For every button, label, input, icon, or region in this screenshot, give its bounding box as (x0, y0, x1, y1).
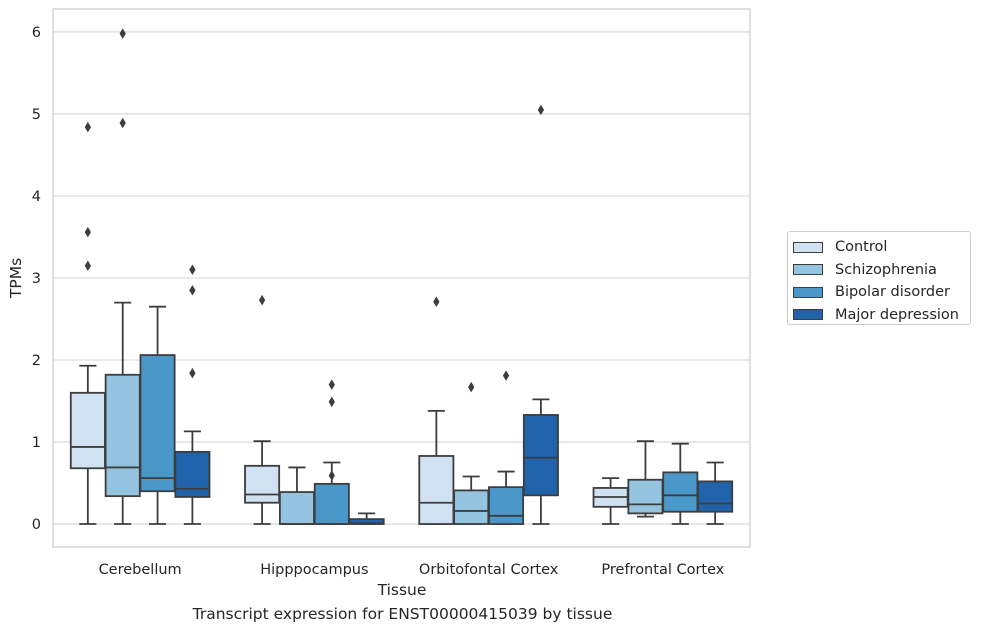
box-iqr (104, 373, 141, 498)
x-tick-label: Orbitofontal Cortex (419, 562, 559, 578)
y-tick-label: 6 (32, 25, 41, 41)
outlier-point (328, 396, 335, 408)
legend-label: Bipolar disorder (835, 284, 950, 301)
legend-label: Control (835, 239, 888, 256)
box (139, 305, 176, 525)
outlier-point (119, 117, 126, 129)
outlier-point (328, 379, 335, 390)
legend-label: Schizophrenia (835, 261, 937, 278)
box (348, 512, 385, 525)
outlier-point (258, 294, 266, 306)
box (313, 379, 350, 525)
legend-item: Schizophrenia (793, 259, 970, 282)
outlier-point (84, 121, 91, 133)
box (592, 477, 629, 525)
legend-item: Major depression (793, 304, 970, 327)
legend-swatch (793, 241, 823, 253)
x-tick-label: Hipppocampus (260, 562, 368, 578)
legend-swatch (793, 309, 823, 321)
box-iqr (139, 354, 176, 493)
legend-label: Major depression (835, 306, 959, 323)
y-tick-label: 3 (32, 271, 41, 287)
outlier-point (502, 370, 510, 381)
legend-item: Bipolar disorder (793, 281, 970, 304)
box (418, 296, 455, 525)
legend: Control Schizophrenia Bipolar disorder Majo… (787, 231, 971, 325)
x-tick-label: Cerebellum (99, 562, 182, 578)
x-axis-ticks: Cerebellum Hipppocampus Orbitofontal Corte… (99, 562, 725, 578)
box (69, 121, 106, 525)
outlier-point (84, 226, 91, 238)
x-axis-label: Tissue (377, 581, 427, 599)
box-iqr (662, 471, 699, 513)
box-iqr (244, 464, 281, 504)
y-tick-label: 5 (32, 107, 41, 123)
box-iqr (174, 450, 211, 498)
legend-swatch (793, 264, 823, 276)
box (488, 370, 525, 525)
y-tick-label: 2 (32, 353, 41, 369)
box (627, 440, 664, 518)
box (244, 294, 281, 525)
box-iqr (488, 486, 525, 525)
y-axis-ticks: 0 1 2 3 4 5 6 (32, 25, 41, 533)
box (278, 466, 315, 525)
box-iqr (278, 491, 315, 525)
box-iqr (418, 455, 455, 525)
outlier-point (189, 367, 196, 379)
plot-frame (52, 8, 751, 548)
box-iqr (453, 489, 490, 525)
box (104, 28, 141, 525)
box-series (69, 28, 734, 525)
series-major-depression (174, 104, 734, 525)
y-tick-label: 1 (32, 435, 41, 451)
legend-swatch (793, 286, 823, 298)
outlier-point (189, 264, 196, 276)
y-axis-label: TPMs (7, 258, 25, 299)
y-tick-label: 0 (32, 517, 41, 533)
box (662, 442, 699, 525)
chart-caption: Transcript expression for ENST0000041503… (192, 605, 613, 623)
box-iqr (313, 482, 350, 525)
outlier-point (328, 470, 335, 481)
box-iqr (69, 391, 106, 470)
outlier-point (433, 296, 440, 308)
outlier-point (189, 285, 196, 296)
x-tick-label: Prefrontal Cortex (601, 562, 724, 578)
outlier-point (84, 260, 91, 271)
legend-item: Control (793, 236, 970, 259)
y-tick-label: 4 (32, 189, 41, 205)
box-iqr (627, 478, 664, 515)
series-schizophrenia (104, 28, 664, 525)
box (174, 264, 211, 525)
box (453, 381, 490, 525)
series-control (69, 121, 629, 525)
series-bipolar-disorder (139, 305, 699, 525)
outlier-point (537, 104, 545, 116)
outlier-point (119, 28, 126, 39)
box-iqr (522, 414, 559, 497)
box (697, 461, 734, 525)
outlier-point (468, 381, 475, 393)
box-iqr (697, 480, 734, 513)
box (522, 104, 559, 525)
